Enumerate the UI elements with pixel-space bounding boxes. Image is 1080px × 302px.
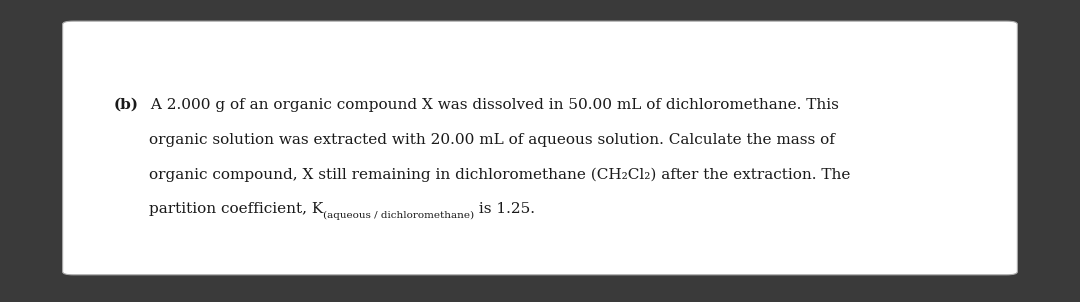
Text: (aqueous / dichloromethane): (aqueous / dichloromethane) [323,211,474,220]
Text: organic compound, X still remaining in dichloromethane (CH₂Cl₂) after the extrac: organic compound, X still remaining in d… [149,168,850,182]
Text: (b): (b) [113,98,138,112]
Text: A 2.000 g of an organic compound X was dissolved in 50.00 mL of dichloromethane.: A 2.000 g of an organic compound X was d… [146,98,839,112]
Text: organic solution was extracted with 20.00 mL of aqueous solution. Calculate the : organic solution was extracted with 20.0… [149,133,835,147]
Text: is 1.25.: is 1.25. [474,202,536,216]
Text: partition coefficient, K: partition coefficient, K [149,202,323,216]
